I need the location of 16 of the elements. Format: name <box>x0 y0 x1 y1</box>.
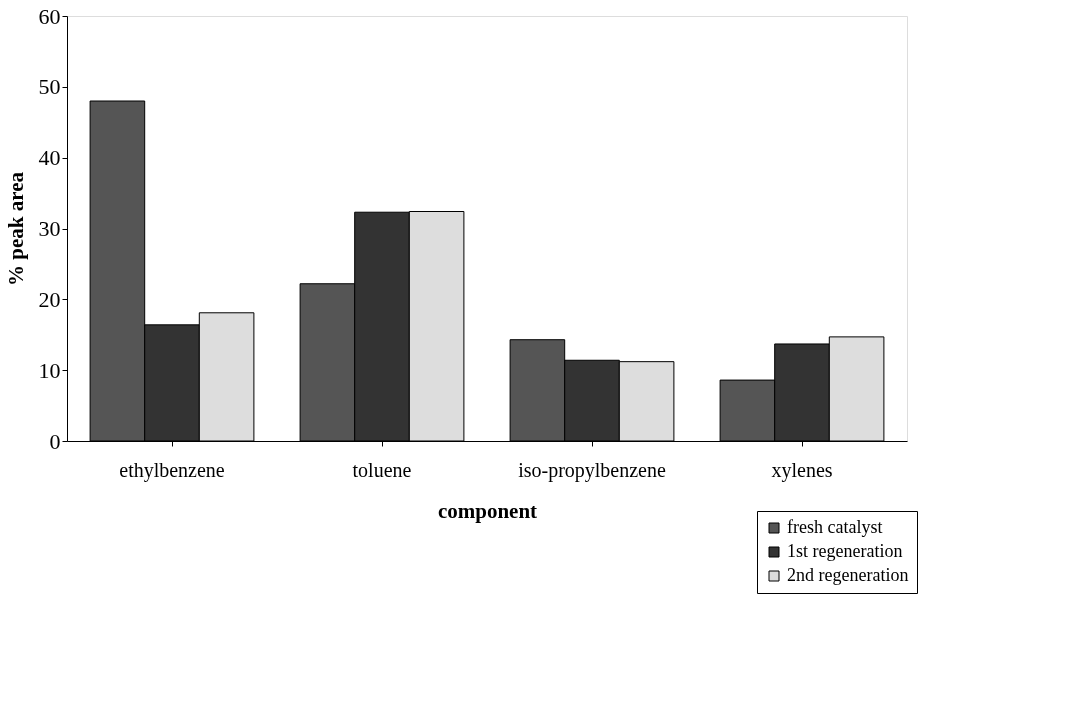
y-axis-title: % peak area <box>3 171 28 286</box>
y-tick-label: 40 <box>38 145 61 171</box>
y-tick-label: 20 <box>38 286 61 312</box>
x-tick-label: toluene <box>352 458 412 481</box>
legend-label: 1st regeneration <box>787 541 903 561</box>
x-axis-title: component <box>437 498 538 523</box>
y-tick-label: 10 <box>38 357 61 383</box>
y-tick-label: 30 <box>38 216 61 241</box>
y-tick-label: 50 <box>38 74 61 100</box>
y-tick-label: 60 <box>38 3 61 29</box>
x-tick-label: iso-propylbenzene <box>518 458 666 482</box>
x-tick-label: ethylbenzene <box>119 458 225 482</box>
y-tick-label: 0 <box>49 428 61 454</box>
x-tick-label: xylenes <box>771 458 833 482</box>
legend-label: 2nd regeneration <box>787 565 909 585</box>
legend-label: fresh catalyst <box>787 517 883 537</box>
